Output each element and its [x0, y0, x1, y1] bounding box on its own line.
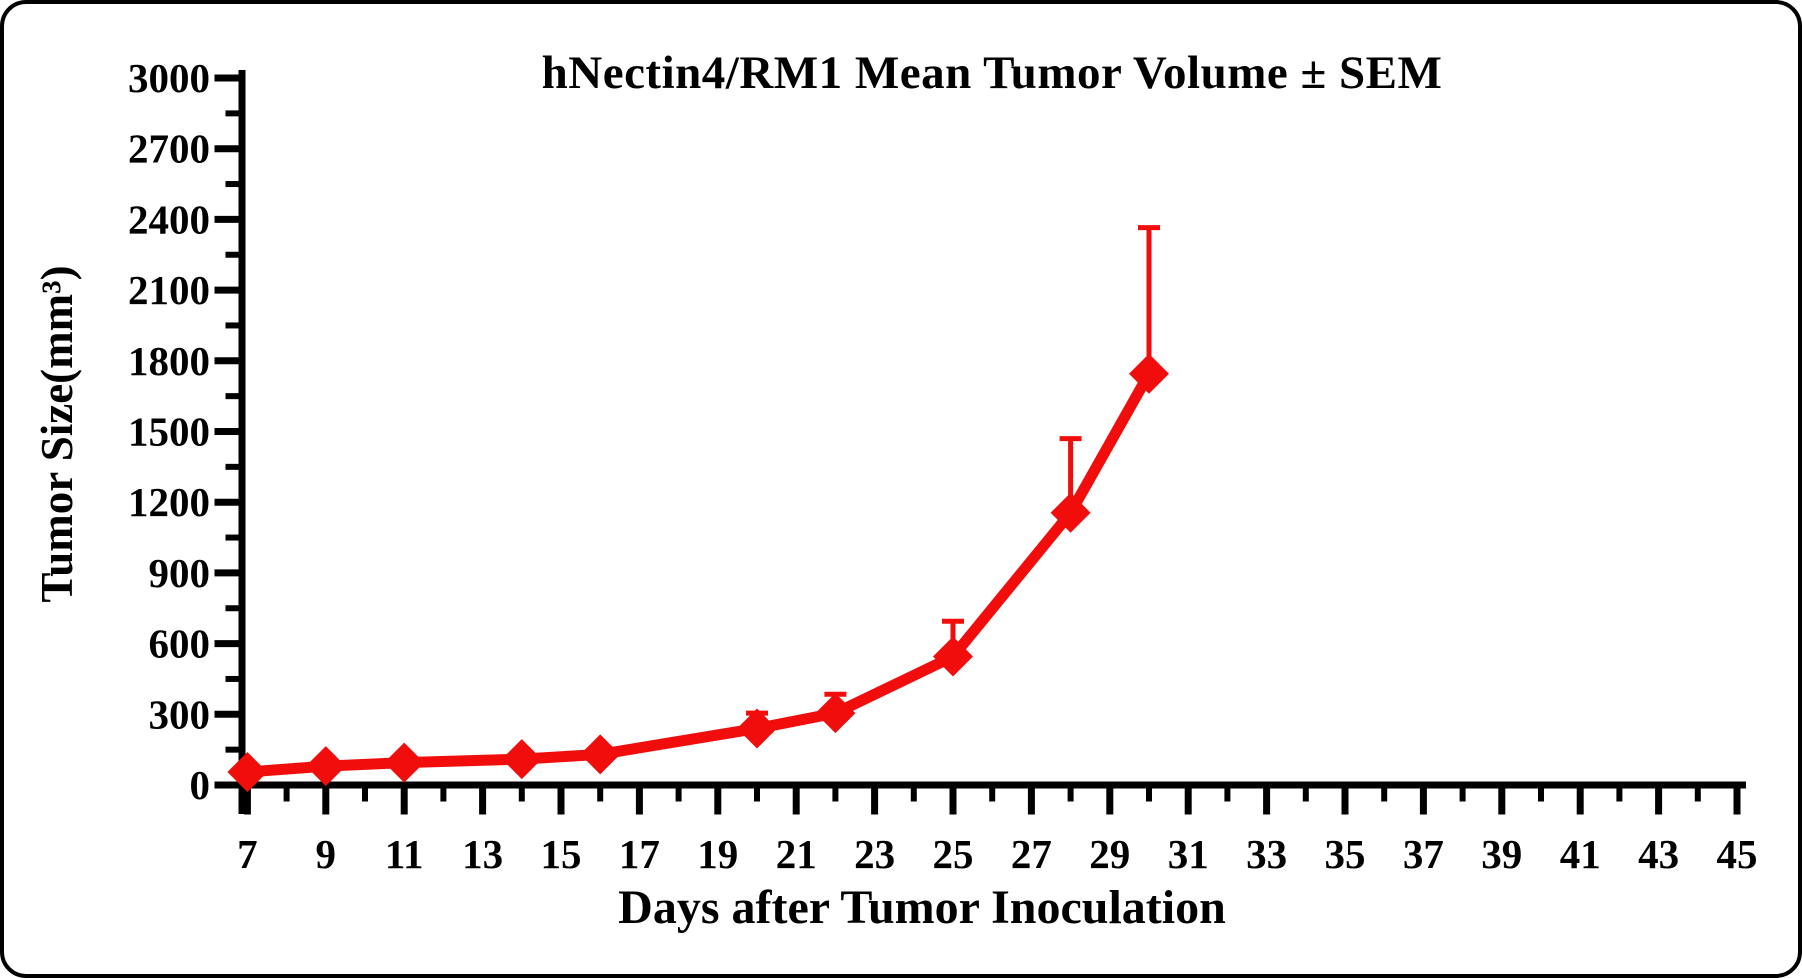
- data-point-marker: [580, 734, 621, 775]
- x-axis-title: Days after Tumor Inoculation: [618, 881, 1226, 934]
- x-tick-label: 33: [1246, 831, 1287, 877]
- x-tick-label: 39: [1481, 831, 1522, 877]
- y-tick-label: 0: [190, 762, 211, 808]
- data-point-marker: [227, 752, 268, 793]
- y-tick-label: 1800: [128, 338, 210, 384]
- x-tick-label: 41: [1560, 831, 1601, 877]
- x-tick-label: 27: [1011, 831, 1052, 877]
- y-tick-label: 1200: [128, 479, 210, 525]
- x-tick-label: 13: [462, 831, 503, 877]
- data-point-marker: [1129, 353, 1169, 394]
- x-tick-label: 25: [933, 831, 974, 877]
- x-tick-label: 19: [697, 831, 738, 877]
- data-point-marker: [1050, 492, 1091, 533]
- x-tick-label: 43: [1638, 831, 1679, 877]
- x-tick-label: 7: [237, 831, 258, 877]
- data-point-marker: [501, 739, 542, 780]
- y-tick-label: 300: [149, 691, 211, 737]
- data-point-marker: [384, 742, 425, 783]
- x-tick-label: 17: [619, 831, 660, 877]
- x-tick-label: 23: [854, 831, 895, 877]
- y-tick-label: 2100: [128, 267, 210, 313]
- chart-plot-area: 0 300 600 900 1200 1500 1800 2100 2400 2700 3000 7 9…: [128, 55, 1758, 877]
- data-point-marker: [305, 746, 346, 787]
- series-line: [241, 368, 1155, 778]
- y-tick-label: 900: [149, 550, 211, 596]
- x-tick-label: 9: [316, 831, 337, 877]
- x-tick-label: 21: [776, 831, 817, 877]
- x-tick-label: 31: [1168, 831, 1209, 877]
- data-point-marker: [737, 708, 777, 749]
- x-tick-label: 37: [1403, 831, 1444, 877]
- x-tick-label: 29: [1089, 831, 1130, 877]
- y-tick-label: 3000: [128, 55, 210, 101]
- chart-title: hNectin4/RM1 Mean Tumor Volume ± SEM: [541, 47, 1443, 99]
- x-tick-label: 11: [385, 831, 424, 877]
- y-tick-label: 2400: [128, 196, 210, 242]
- data-point-marker: [815, 693, 856, 734]
- x-tick-label: 35: [1325, 831, 1366, 877]
- y-tick-label: 2700: [128, 126, 210, 172]
- x-tick-label: 15: [541, 831, 582, 877]
- y-tick-label: 600: [149, 621, 211, 667]
- data-point-marker: [933, 636, 973, 677]
- y-tick-label: 1500: [128, 409, 210, 455]
- x-tick-label: 45: [1717, 831, 1758, 877]
